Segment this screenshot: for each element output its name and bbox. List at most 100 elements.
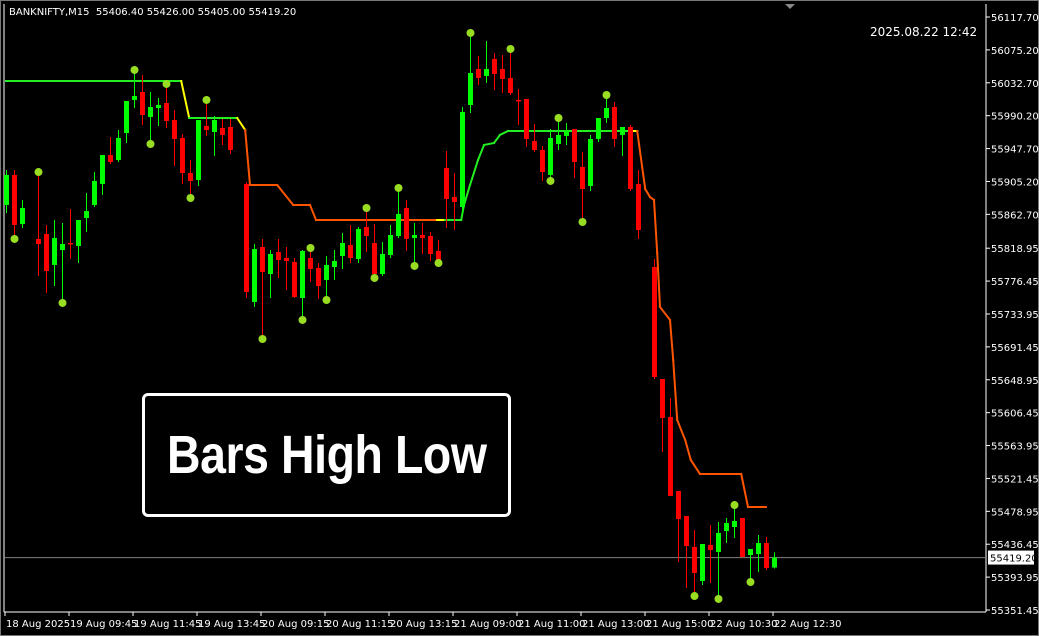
- bull-candle-body: [340, 242, 345, 256]
- bull-candle-body: [20, 207, 25, 225]
- bull-candle-body: [92, 180, 97, 205]
- bull-candle-body: [76, 219, 81, 246]
- y-tick-label: 55521.45: [991, 474, 1039, 485]
- y-tick-label: 55947.70: [991, 145, 1039, 156]
- bear-candle-body: [204, 125, 209, 130]
- bull-candle-body: [380, 253, 385, 275]
- bear-candle-body: [452, 197, 457, 202]
- low-marker-dot: [298, 315, 307, 324]
- bear-candle-body: [276, 251, 281, 261]
- bull-candle-body: [548, 137, 553, 175]
- indicator-line-segment: [672, 358, 679, 422]
- bear-candle-body: [540, 149, 545, 173]
- bull-candle-body: [268, 253, 273, 275]
- y-tick-label: 55905.20: [991, 177, 1039, 188]
- x-tick-label: 22 Aug 10:30: [710, 619, 777, 630]
- high-marker-dot: [202, 95, 211, 104]
- low-marker-dot: [410, 261, 419, 270]
- bear-candle-body: [764, 543, 769, 569]
- indicator-line-segment: [740, 472, 750, 509]
- y-tick-label: 55648.95: [991, 376, 1039, 387]
- x-tick-label: 21 Aug 09:00: [454, 619, 521, 630]
- bull-candle-body: [396, 213, 401, 237]
- bear-candle-body: [476, 69, 481, 78]
- x-tick-label: 19 Aug 11:45: [134, 619, 201, 630]
- symbol-label: BANKNIFTY,M15: [9, 7, 90, 18]
- x-tick-label: 20 Aug 11:15: [326, 619, 393, 630]
- bear-candle-body: [44, 234, 49, 271]
- bear-candle-body: [572, 128, 577, 162]
- bear-candle-body: [220, 127, 225, 135]
- bull-candle-body: [212, 120, 217, 133]
- high-marker-dot: [34, 168, 43, 177]
- low-marker-dot: [258, 335, 267, 344]
- bull-candle-body: [468, 72, 473, 105]
- bull-candle-body: [156, 104, 161, 109]
- indicator-line-segment: [652, 198, 659, 255]
- high-marker-dot: [130, 65, 139, 74]
- high-marker-dot: [162, 79, 171, 88]
- bull-candle-body: [620, 126, 625, 135]
- low-marker-dot: [578, 217, 587, 226]
- chart-shift-marker-icon[interactable]: [785, 4, 795, 9]
- bull-candle-body: [748, 548, 753, 556]
- ohlc-readout: 55406.40 55426.00 55405.00 55419.20: [95, 7, 297, 18]
- low-marker-dot: [10, 234, 19, 243]
- bear-candle-body: [692, 546, 697, 573]
- bull-candle-body: [132, 96, 137, 100]
- bear-candle-body: [500, 69, 505, 79]
- bear-candle-body: [660, 378, 665, 418]
- bear-candle-body: [228, 126, 233, 150]
- bear-candle-body: [348, 244, 353, 258]
- bull-candle-body: [484, 69, 489, 76]
- y-tick-label: 55436.45: [991, 540, 1039, 551]
- bear-candle-body: [36, 238, 41, 244]
- current-price-tag: [988, 550, 1034, 565]
- y-tick-label: 55393.95: [991, 573, 1039, 584]
- indicator-line-segment: [689, 458, 702, 476]
- indicator-line-segment: [180, 79, 191, 120]
- low-marker-dot: [370, 273, 379, 282]
- y-tick-label: 55733.95: [991, 310, 1039, 321]
- y-tick-label: 55691.45: [991, 343, 1039, 354]
- y-tick-label: 56032.70: [991, 79, 1039, 90]
- indicator-line-segment: [683, 438, 693, 462]
- x-tick-label: 20 Aug 13:15: [390, 619, 457, 630]
- indicator-line-segment: [636, 129, 647, 191]
- bull-candle-body: [588, 138, 593, 186]
- bear-candle-body: [708, 544, 713, 550]
- bear-candle-body: [140, 91, 145, 115]
- bull-candle-body: [252, 249, 257, 302]
- x-tick-label: 21 Aug 11:00: [518, 619, 585, 630]
- x-tick-label: 22 Aug 12:30: [774, 619, 841, 630]
- bull-candle-body: [52, 237, 57, 265]
- low-marker-dot: [714, 594, 723, 603]
- bear-candle-body: [676, 491, 681, 520]
- high-marker-dot: [602, 91, 611, 100]
- y-tick-label: 55563.95: [991, 442, 1039, 453]
- low-marker-dot: [746, 578, 755, 587]
- bear-candle-body: [508, 77, 513, 93]
- bull-candle-body: [412, 235, 417, 238]
- y-tick-label: 55990.20: [991, 112, 1039, 123]
- high-marker-dot: [362, 204, 371, 213]
- low-marker-dot: [434, 259, 443, 268]
- bear-candle-body: [444, 167, 449, 199]
- indicator-line-segment: [235, 116, 247, 132]
- high-marker-dot: [306, 244, 315, 253]
- bear-candle-body: [516, 99, 521, 102]
- timestamp-label: 2025.08.22 12:42: [870, 25, 978, 39]
- bull-candle-body: [356, 228, 361, 259]
- bear-candle-body: [372, 242, 377, 275]
- low-marker-dot: [186, 194, 195, 203]
- bear-candle-body: [524, 98, 529, 139]
- bear-candle-body: [404, 207, 409, 239]
- bull-candle-body: [724, 522, 729, 532]
- x-tick-label: 18 Aug 2025: [6, 619, 70, 630]
- bear-candle-body: [292, 262, 297, 297]
- bear-candle-body: [652, 266, 657, 378]
- x-tick-label: 20 Aug 09:15: [262, 619, 329, 630]
- bull-candle-body: [460, 111, 465, 207]
